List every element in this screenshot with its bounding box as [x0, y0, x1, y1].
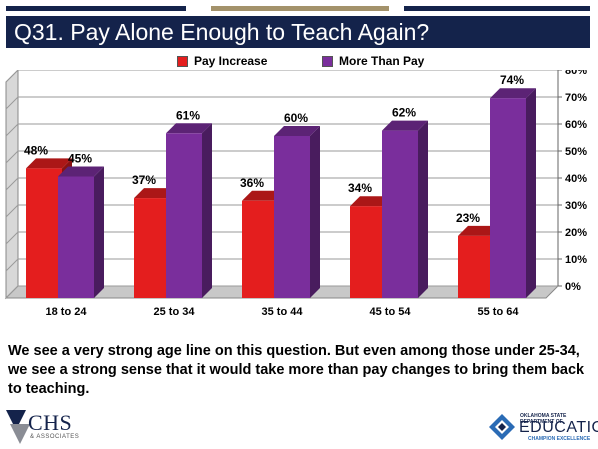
bar-side — [202, 123, 212, 298]
bar-side — [94, 166, 104, 298]
y-tick-label: 0% — [565, 281, 581, 293]
bar-side — [310, 126, 320, 298]
education-logo-tagline: CHAMPION EXCELLENCE — [528, 436, 591, 442]
bar-top — [490, 88, 536, 99]
data-label: 61% — [176, 108, 200, 122]
data-label: 45% — [68, 152, 92, 166]
x-tick-label: 45 to 54 — [370, 306, 412, 318]
top-accent-bar-right — [404, 6, 590, 11]
data-label: 36% — [240, 176, 264, 190]
legend-label-pay-increase: Pay Increase — [194, 54, 268, 68]
data-label: 74% — [500, 73, 524, 87]
chart-legend: Pay Increase More Than Pay — [0, 54, 598, 68]
bar-more-than-pay — [166, 133, 202, 298]
legend-item-more-than-pay: More Than Pay — [322, 54, 424, 68]
data-label: 23% — [456, 211, 480, 225]
y-tick-label: 70% — [565, 92, 587, 104]
y-tick-label: 20% — [565, 227, 587, 239]
bar-top — [26, 158, 72, 169]
x-tick-label: 18 to 24 — [46, 306, 88, 318]
x-tick-label: 25 to 34 — [154, 306, 196, 318]
data-label: 48% — [24, 143, 48, 157]
slide-body-text: We see a very strong age line on this qu… — [8, 343, 585, 397]
y-tick-label: 10% — [565, 254, 587, 266]
gridline — [5, 96, 558, 110]
bar-pay-increase — [458, 235, 494, 298]
gridline — [5, 123, 558, 137]
bar-more-than-pay — [490, 98, 526, 298]
bar-top — [274, 126, 320, 136]
education-logo-small-text: OKLAHOMA STATE DEPARTMENT OF — [520, 413, 567, 425]
legend-label-more-than-pay: More Than Pay — [339, 54, 425, 68]
chs-logo-text: CHS — [28, 410, 73, 435]
bar-pay-increase — [350, 206, 386, 298]
data-label: 62% — [392, 106, 416, 120]
data-label: 60% — [284, 111, 308, 125]
education-logo-text: EDUCATION — [519, 419, 598, 436]
y-tick-label: 80% — [565, 70, 587, 77]
bar-more-than-pay — [58, 176, 94, 298]
bar-chart: 0% 10% 20% 30% 40% 50% 60% 70% 80% 48% 45% 18 to 24… — [4, 70, 587, 318]
y-tick-label: 30% — [565, 200, 587, 212]
bar-top — [382, 120, 428, 131]
x-tick-label: 55 to 64 — [478, 306, 520, 318]
legend-item-pay-increase: Pay Increase — [177, 54, 267, 68]
gridline — [5, 177, 558, 191]
bar-side — [418, 120, 428, 298]
bar-pay-increase — [242, 200, 278, 298]
slide-title: Q31. Pay Alone Enough to Teach Again? — [6, 16, 590, 48]
top-accent-bar-middle — [211, 6, 389, 11]
gridline — [5, 70, 558, 83]
chs-logo-icon — [6, 410, 30, 444]
legend-swatch-more-than-pay — [322, 55, 333, 67]
y-tick-label: 50% — [565, 146, 587, 158]
y-tick-label: 60% — [565, 119, 587, 131]
bar-more-than-pay — [382, 130, 418, 298]
y-tick-label: 40% — [565, 173, 587, 185]
education-logo-icon — [489, 414, 515, 440]
gridline — [5, 150, 558, 164]
x-tick-label: 35 to 44 — [262, 306, 304, 318]
data-label: 37% — [132, 173, 156, 187]
top-accent-bar-left — [6, 6, 186, 11]
bar-more-than-pay — [274, 136, 310, 298]
legend-swatch-pay-increase — [177, 55, 188, 67]
bar-top — [58, 166, 104, 177]
bar-top — [166, 123, 212, 134]
bar-side — [526, 88, 536, 298]
chs-logo-subtext: & ASSOCIATES — [30, 434, 80, 440]
bar-pay-increase — [134, 198, 170, 298]
bar-pay-increase — [26, 168, 62, 298]
data-label: 34% — [348, 181, 372, 195]
